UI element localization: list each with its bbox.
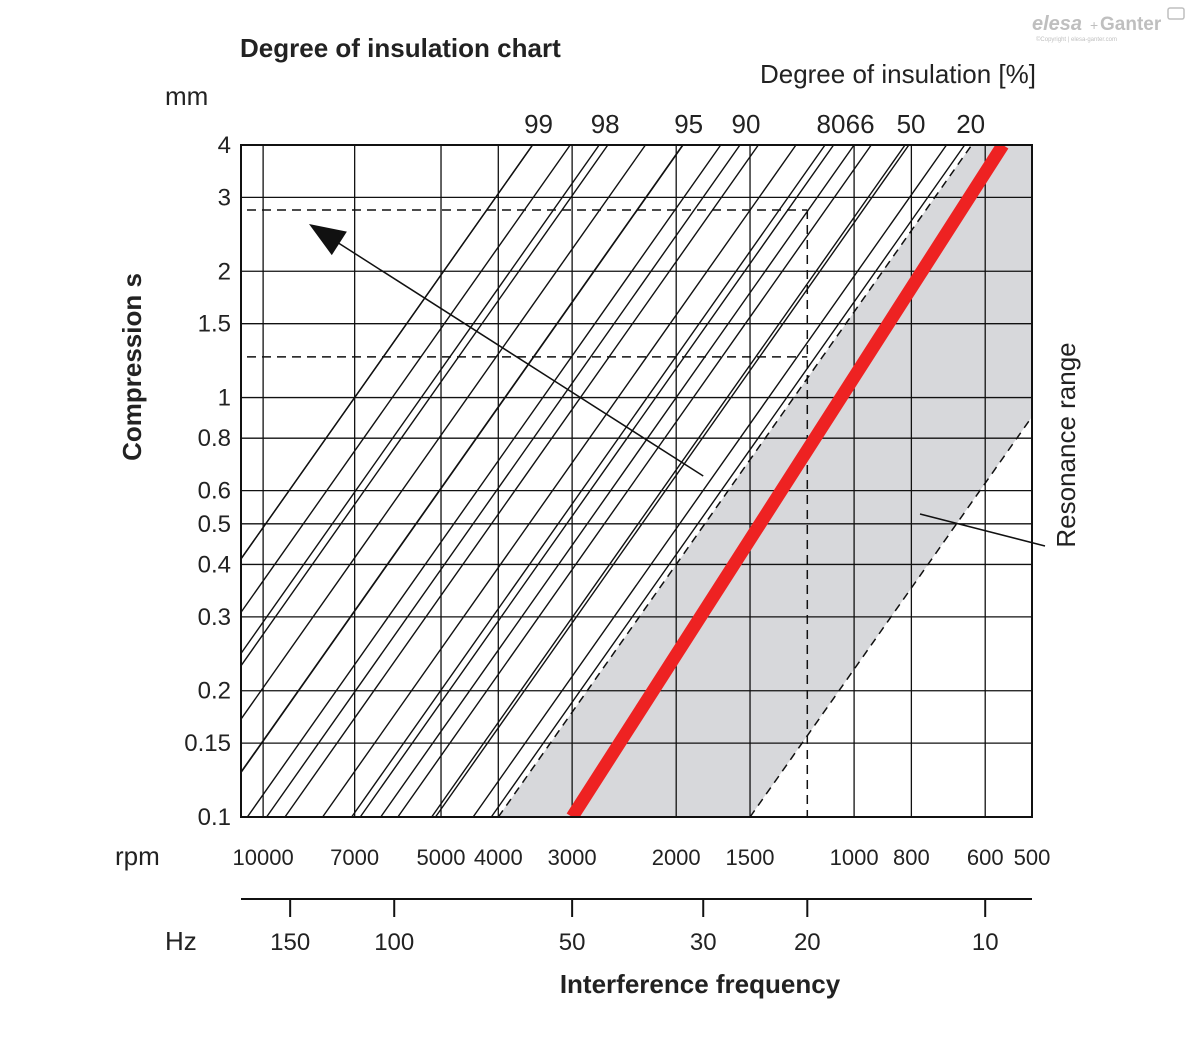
y-tick-labels: 0.1 0.15 0.2 0.3 0.4 0.5 0.6 0.8 1 1.5 2 3 4 xyxy=(184,132,231,831)
rpm-tick-label: 4000 xyxy=(474,845,523,870)
y-tick-label: 0.3 xyxy=(198,604,231,631)
hz-tick-label: 150 xyxy=(270,929,310,956)
insulation-line xyxy=(241,145,609,667)
rpm-tick-label: 3000 xyxy=(548,845,597,870)
insulation-tick-label: 99 xyxy=(524,109,553,139)
rpm-tick-label: 1000 xyxy=(830,845,879,870)
y-tick-label: 2 xyxy=(218,258,231,285)
rpm-tick-label: 7000 xyxy=(330,845,379,870)
y-tick-label: 0.2 xyxy=(198,678,231,705)
elesa-ganter-logo: elesa + Ganter ©Copyright | elesa-ganter… xyxy=(1032,7,1185,43)
resonance-band-left-edge xyxy=(497,145,973,817)
y-tick-label: 0.5 xyxy=(198,511,231,538)
y-tick-label: 0.4 xyxy=(198,551,231,578)
rpm-tick-label: 1500 xyxy=(726,845,775,870)
insulation-lines-layer xyxy=(241,145,966,817)
insulation-tick-label: 95 xyxy=(674,109,703,139)
example-layer xyxy=(247,209,809,817)
insulation-line xyxy=(472,145,948,817)
insulation-tick-label: 66 xyxy=(846,109,875,139)
insulation-line xyxy=(397,145,872,817)
rpm-tick-label: 5000 xyxy=(417,845,466,870)
insulation-line-labeled xyxy=(241,145,600,655)
resonance-line xyxy=(566,145,1009,817)
hz-tick-label: 50 xyxy=(559,929,586,956)
rpm-tick-label: 500 xyxy=(1014,845,1051,870)
rpm-axis-label: rpm xyxy=(115,841,160,871)
y-tick-label: 3 xyxy=(218,184,231,211)
insulation-line xyxy=(434,145,910,817)
insulation-tick-label: 98 xyxy=(591,109,620,139)
insulation-line-labeled xyxy=(351,145,826,817)
rpm-tick-label: 2000 xyxy=(652,845,701,870)
insulation-tick-label: 90 xyxy=(732,109,761,139)
insulation-line-labeled xyxy=(241,145,684,774)
logo-text-a: elesa xyxy=(1032,13,1082,35)
y-tick-label: 1 xyxy=(218,385,231,412)
insulation-axis-label: Degree of insulation [%] xyxy=(760,59,1036,89)
insulation-tick-labels: 99 98 95 90 80 66 50 20 xyxy=(524,109,985,139)
hz-tick-label: 30 xyxy=(690,929,717,956)
insulation-line-labeled xyxy=(380,145,855,817)
insulation-line xyxy=(246,145,722,817)
insulation-line xyxy=(322,145,797,817)
insulation-line xyxy=(241,145,647,721)
logo-copyright: ©Copyright | elesa-ganter.com xyxy=(1036,36,1117,43)
y-axis-label: Compression s xyxy=(117,273,147,461)
hz-tick-label: 20 xyxy=(794,929,821,956)
y-tick-label: 0.15 xyxy=(184,730,231,757)
resonance-band xyxy=(498,145,1032,817)
insulation-line xyxy=(359,145,835,817)
insulation-tick-label: 80 xyxy=(817,109,846,139)
insulation-line-labeled xyxy=(431,145,906,817)
insulation-line-labeled xyxy=(241,145,534,561)
resonance-line-layer xyxy=(566,145,1009,817)
logo-text-b: Ganter xyxy=(1100,14,1162,35)
chart-title: Degree of insulation chart xyxy=(240,33,561,63)
resonance-band-layer xyxy=(497,145,1032,817)
rpm-tick-label: 800 xyxy=(893,845,930,870)
resonance-range-label: Resonance range xyxy=(1051,342,1081,547)
plot-frame xyxy=(240,144,1033,818)
y-unit-label: mm xyxy=(165,81,208,111)
y-tick-label: 0.8 xyxy=(198,425,231,452)
rpm-tick-label: 600 xyxy=(967,845,1004,870)
y-tick-label: 1.5 xyxy=(198,311,231,338)
hz-axis: 150 100 50 30 20 10 xyxy=(241,898,1032,956)
rpm-tick-labels: 10000 7000 5000 4000 3000 2000 1500 1000 800 600 5… xyxy=(233,845,1051,870)
y-tick-label: 4 xyxy=(218,132,231,159)
insulation-line xyxy=(241,145,571,614)
x-axis-title: Interference frequency xyxy=(560,969,841,999)
insulation-tick-label: 20 xyxy=(956,109,985,139)
resonance-band-right-edge xyxy=(749,415,1032,817)
logo-plus: + xyxy=(1090,17,1098,33)
insulation-line-labeled xyxy=(490,145,966,817)
example-arrow-head xyxy=(309,223,347,256)
y-tick-label: 0.1 xyxy=(198,804,231,831)
logo-badge-icon xyxy=(1167,7,1185,20)
insulation-tick-label: 50 xyxy=(897,109,926,139)
insulation-line xyxy=(284,145,759,817)
hz-tick-label: 10 xyxy=(972,929,999,956)
resonance-label-leader xyxy=(919,513,1046,547)
rpm-tick-label: 10000 xyxy=(233,845,294,870)
example-arrow-shaft xyxy=(328,236,704,477)
insulation-line-labeled xyxy=(266,145,741,817)
hz-tick-label: 100 xyxy=(374,929,414,956)
hz-axis-label: Hz xyxy=(165,926,197,956)
y-tick-label: 0.6 xyxy=(198,478,231,505)
